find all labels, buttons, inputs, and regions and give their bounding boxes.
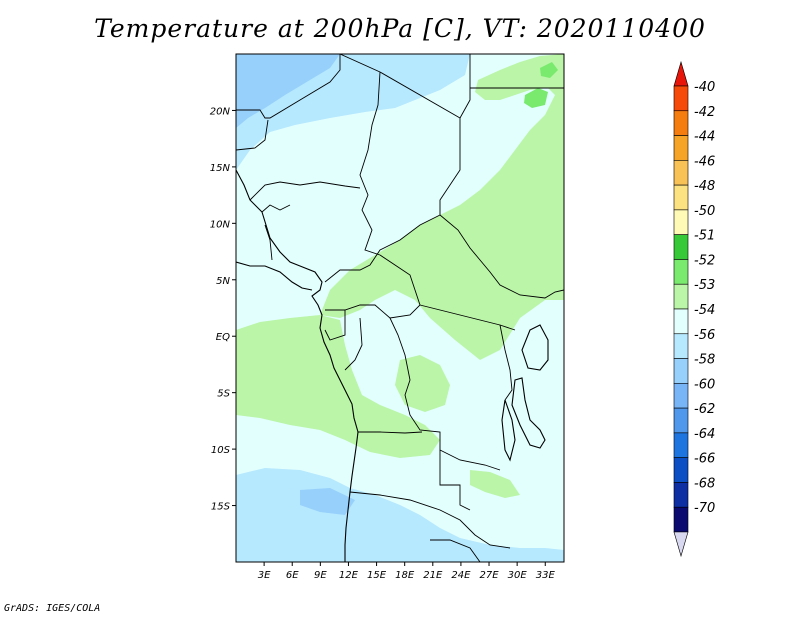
lat-tick-label: 15S bbox=[211, 502, 231, 513]
colorbar-label: -50 bbox=[694, 204, 715, 219]
colorbar-swatch bbox=[673, 259, 689, 285]
colorbar-swatch bbox=[673, 432, 689, 458]
lon-tick-label: 9E bbox=[314, 570, 327, 581]
lat-tick-label: 20N bbox=[210, 106, 231, 117]
lon-tick-label: 18E bbox=[395, 570, 415, 581]
colorbar-label: -51 bbox=[694, 229, 715, 244]
colorbar-label: -53 bbox=[694, 278, 715, 293]
colorbar-swatch bbox=[673, 110, 689, 136]
colorbar-swatch bbox=[673, 160, 689, 186]
colorbar-swatch bbox=[673, 482, 689, 508]
lon-tick-label: 27E bbox=[480, 570, 500, 581]
colorbar-label: -58 bbox=[694, 353, 715, 368]
borders bbox=[236, 54, 564, 562]
map-frame bbox=[235, 53, 565, 563]
lat-tick-label: 15N bbox=[210, 163, 231, 174]
lat-tick-label: 10S bbox=[211, 445, 231, 456]
colorbar-swatch bbox=[673, 383, 689, 409]
colorbar-label: -70 bbox=[694, 501, 715, 516]
lat-tick-label: 5N bbox=[216, 276, 230, 287]
colorbar-label: -62 bbox=[694, 402, 715, 417]
temperature-field bbox=[236, 54, 564, 562]
colorbar-label: -40 bbox=[694, 80, 715, 95]
band-58-north bbox=[236, 54, 340, 128]
colorbar-swatch bbox=[673, 407, 689, 434]
colorbar-label: -42 bbox=[694, 105, 715, 120]
coastlines bbox=[236, 169, 549, 562]
band-58-south bbox=[300, 488, 355, 515]
colorbar-label: -66 bbox=[694, 452, 715, 467]
colorbar-swatch bbox=[673, 85, 689, 112]
colorbar-swatch bbox=[673, 135, 689, 161]
colorbar-arrow-top bbox=[673, 60, 689, 87]
band-53-south bbox=[470, 470, 520, 498]
lon-tick-label: 33E bbox=[536, 570, 556, 581]
lon-tick-label: 21E bbox=[423, 570, 443, 581]
colorbar-label: -46 bbox=[694, 154, 715, 169]
band-52-patch bbox=[524, 88, 548, 108]
band-52-patch-2 bbox=[540, 62, 558, 78]
colorbar-swatch bbox=[673, 308, 689, 335]
colorbar-label: -60 bbox=[694, 377, 715, 392]
colorbar-arrow-bottom bbox=[673, 531, 689, 558]
colorbar-label: -68 bbox=[694, 476, 715, 491]
lon-tick-label: 24E bbox=[451, 570, 471, 581]
lon-tick-label: 3E bbox=[258, 570, 271, 581]
lat-tick-label: 5S bbox=[217, 389, 230, 400]
colorbar-swatch bbox=[673, 506, 689, 533]
lon-tick-label: 12E bbox=[339, 570, 359, 581]
colorbar-label: -48 bbox=[694, 179, 715, 194]
lat-tick-label: EQ bbox=[216, 332, 230, 343]
colorbar-label: -56 bbox=[694, 328, 715, 343]
credit-text: GrADS: IGES/COLA bbox=[4, 603, 101, 614]
lon-tick-label: 15E bbox=[367, 570, 387, 581]
colorbar-swatch bbox=[673, 234, 689, 260]
lat-tick-label: 10N bbox=[210, 219, 231, 230]
page-title: Temperature at 200hPa [C], VT: 202011040… bbox=[94, 14, 706, 43]
colorbar-label: -52 bbox=[694, 253, 715, 268]
colorbar: -40 -42 -44 -46 -48 -50 -51 -52 -53 -54 -56 -58 -60 -… bbox=[673, 60, 715, 558]
colorbar-swatch bbox=[673, 333, 689, 359]
colorbar-label: -64 bbox=[694, 427, 715, 442]
colorbar-swatch bbox=[673, 209, 689, 235]
band-53-west bbox=[236, 315, 440, 458]
band-53-northeast bbox=[320, 54, 564, 360]
band-53-center bbox=[395, 355, 450, 412]
colorbar-swatch bbox=[673, 283, 689, 310]
lon-tick-label: 30E bbox=[508, 570, 528, 581]
colorbar-swatch bbox=[673, 184, 689, 211]
colorbar-label: -54 bbox=[694, 303, 715, 318]
colorbar-swatch bbox=[673, 358, 689, 384]
colorbar-swatch bbox=[673, 457, 689, 483]
lon-tick-label: 6E bbox=[286, 570, 299, 581]
colorbar-label: -44 bbox=[694, 130, 715, 145]
axis-ticks: 20N 15N 10N 5N EQ 5S 10S 15S 3E 6E 9E 12E 15E 18E 21E 2… bbox=[210, 106, 556, 581]
